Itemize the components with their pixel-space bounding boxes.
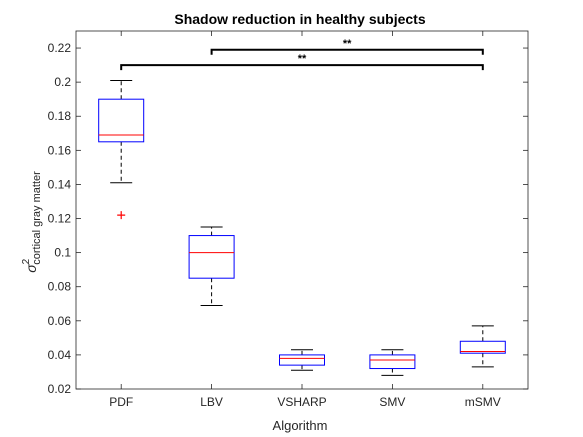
y-tick-label: 0.2 (54, 75, 71, 89)
x-tick-label: VSHARP (277, 395, 326, 409)
y-axis-title-superscript: 2 (21, 258, 32, 264)
box-msmv (459, 340, 506, 354)
box-vsharp (279, 354, 325, 366)
y-tick-label: 0.18 (48, 109, 72, 123)
y-tick-label: 0.08 (48, 280, 72, 294)
x-axis-title: Algorithm (273, 418, 328, 433)
y-tick-label: 0.14 (48, 177, 72, 191)
x-tick-label: SMV (379, 395, 405, 409)
y-tick-label: 0.06 (48, 314, 72, 328)
significance-bracket (210, 48, 484, 55)
x-tick-label: mSMV (465, 395, 501, 409)
y-tick-label: 0.12 (48, 212, 72, 226)
y-tick-label: 0.16 (48, 143, 72, 157)
significance-label: ** (343, 38, 352, 50)
x-tick-label: PDF (109, 395, 133, 409)
y-tick-label: 0.1 (54, 246, 71, 260)
significance-label: ** (298, 53, 307, 65)
y-tick-label: 0.22 (48, 41, 72, 55)
chart-title: Shadow reduction in healthy subjects (174, 11, 425, 27)
y-tick-label: 0.02 (48, 382, 72, 396)
plot-area: 0.02 0.04 0.06 0.08 0.1 0.12 0.14 0.16 0.18 0.2 0.… (48, 30, 529, 409)
outlier-marker (117, 211, 126, 220)
y-tick-label: 0.04 (48, 348, 72, 362)
y-axis-title: σ2cortical gray matter (21, 171, 43, 273)
box-smv (369, 354, 416, 370)
y-axis-title-base: σ (23, 264, 39, 273)
significance-bracket (120, 64, 484, 71)
box-lbv (188, 235, 235, 279)
x-tick-label: LBV (200, 395, 223, 409)
y-axis-title-subscript: cortical gray matter (31, 171, 43, 265)
box-pdf (98, 98, 145, 143)
